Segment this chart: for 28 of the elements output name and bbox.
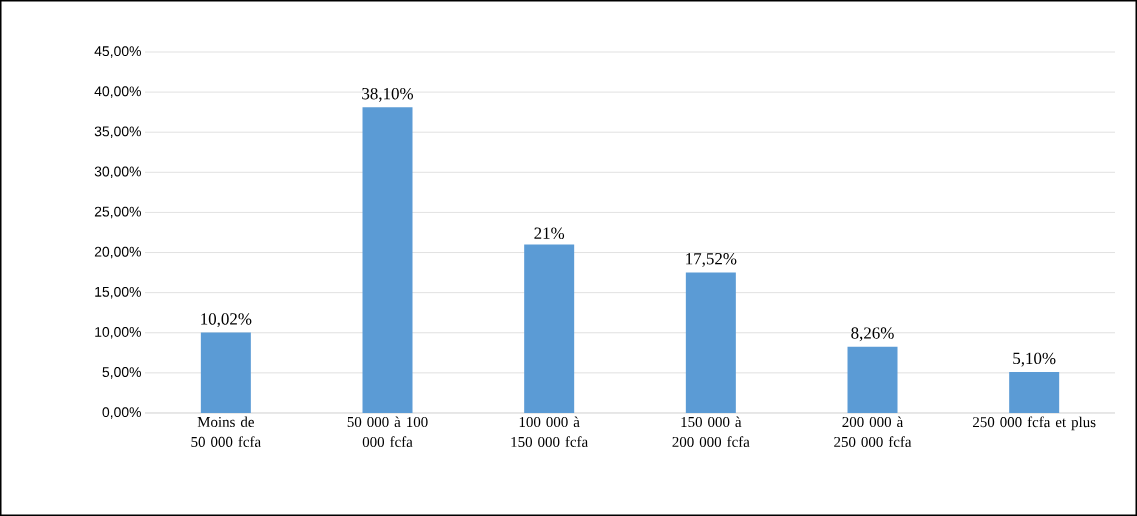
y-tick-label: 10,00% xyxy=(95,326,141,339)
y-tick-label: 40,00% xyxy=(94,86,141,98)
bar xyxy=(847,346,898,413)
data-label: 38,10% xyxy=(362,87,414,102)
data-label: 5,10% xyxy=(1013,352,1056,367)
x-tick-label: 50 000 à 100 000 fcfa xyxy=(347,416,428,447)
y-tick-label: 20,00% xyxy=(94,246,141,259)
y-tick-label: 25,00% xyxy=(94,206,141,219)
y-tick-label: 5,00% xyxy=(102,367,141,379)
x-tick-label: 150 000 à 200 000 fcfa xyxy=(672,416,750,447)
y-tick-label: 35,00% xyxy=(94,126,141,138)
x-tick-label: 200 000 à 250 000 fcfa xyxy=(834,416,912,447)
y-tick-label: 15,00% xyxy=(95,286,141,299)
bar xyxy=(524,244,575,413)
data-label: 10,02% xyxy=(201,313,252,328)
bar xyxy=(200,332,251,413)
x-tick-label: Moins de 50 000 fcfa xyxy=(191,416,261,447)
data-label: 21% xyxy=(534,227,565,239)
y-tick-label: 0,00% xyxy=(102,407,141,419)
x-tick-label: 250 000 fcfa et plus xyxy=(973,416,1096,431)
y-tick-label: 30,00% xyxy=(94,166,141,179)
x-tick-label: 100 000 à 150 000 fcfa xyxy=(511,416,588,447)
y-tick-label: 45,00% xyxy=(94,46,141,58)
bar xyxy=(1009,372,1060,413)
data-label: 8,26% xyxy=(851,327,894,342)
bar xyxy=(685,272,736,413)
bar xyxy=(362,107,413,413)
data-label: 17,52% xyxy=(686,253,737,267)
